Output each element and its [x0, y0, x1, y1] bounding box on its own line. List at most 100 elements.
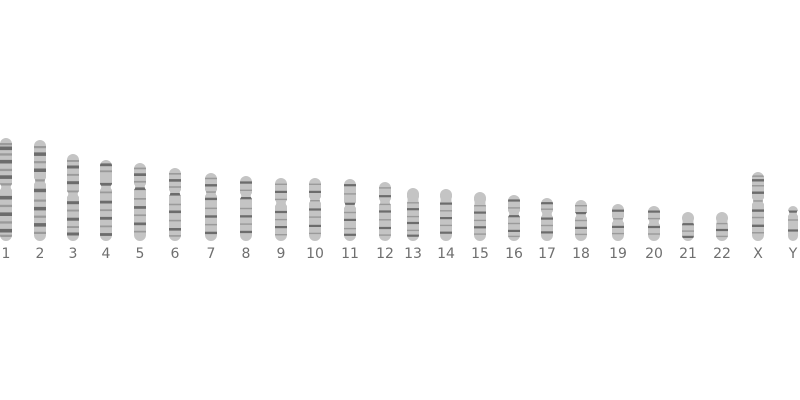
chromosome-label: 12 [376, 246, 394, 262]
chromosome-bands [648, 210, 660, 235]
chromosome-y [788, 206, 798, 241]
band [34, 179, 46, 182]
band [407, 229, 419, 232]
band [788, 229, 798, 232]
band [508, 235, 520, 238]
band [205, 207, 217, 210]
band [205, 177, 217, 180]
band [0, 146, 12, 151]
band [440, 231, 452, 234]
band [67, 209, 79, 212]
chromosome-bands [0, 143, 12, 237]
band [648, 210, 660, 213]
band [612, 209, 624, 212]
chromosome-body [344, 179, 356, 241]
chromosome-label: 8 [242, 246, 251, 262]
chromosome-label: 2 [36, 246, 45, 262]
chromosome-9 [275, 178, 287, 241]
band [344, 193, 356, 195]
band [440, 210, 452, 212]
chromosome-body [752, 172, 764, 241]
band [100, 209, 112, 212]
band [379, 226, 391, 230]
band [752, 179, 764, 182]
band [100, 200, 112, 204]
chromosome-bands [344, 184, 356, 236]
chromosome-bands [134, 167, 146, 233]
band [0, 168, 12, 172]
band [134, 173, 146, 176]
band [309, 232, 321, 235]
band [716, 235, 728, 238]
band [575, 219, 587, 222]
band [440, 217, 452, 220]
band [474, 233, 486, 235]
band [134, 206, 146, 209]
chromosome-14 [440, 189, 452, 241]
band [134, 198, 146, 200]
band [682, 223, 694, 226]
band [34, 215, 46, 218]
chromosome-label: 11 [341, 246, 359, 262]
chromosome-bands [205, 177, 217, 235]
band [275, 198, 287, 201]
band [344, 184, 356, 187]
chromosome-body [474, 192, 486, 241]
chromosome-bands [67, 160, 79, 236]
band [240, 197, 252, 200]
band [752, 232, 764, 234]
band [344, 233, 356, 236]
band [379, 234, 391, 236]
band [716, 228, 728, 232]
band [205, 231, 217, 235]
chromosome-bands [240, 181, 252, 234]
chromosome-body [440, 189, 452, 241]
band [344, 202, 356, 205]
band [134, 222, 146, 226]
chromosome-10 [309, 178, 321, 241]
band [0, 195, 12, 200]
chromosome-bands [379, 187, 391, 236]
chromosome-16 [508, 195, 520, 241]
chromosome-bands [34, 146, 46, 234]
band [379, 203, 391, 206]
band [508, 229, 520, 232]
chromosome-bands [100, 163, 112, 236]
band [275, 226, 287, 229]
band [67, 181, 79, 185]
band [407, 202, 419, 204]
band [788, 219, 798, 221]
band [407, 215, 419, 218]
band [34, 168, 46, 172]
band [541, 231, 553, 234]
band [0, 153, 12, 156]
band [169, 203, 181, 206]
band [275, 183, 287, 185]
band [205, 191, 217, 193]
chromosome-label: 20 [645, 246, 663, 262]
chromosome-body [788, 206, 798, 241]
chromosome-label: 18 [572, 246, 590, 262]
chromosome-label: 22 [713, 246, 731, 262]
band [752, 185, 764, 187]
chromosome-bands [275, 183, 287, 236]
band [474, 211, 486, 214]
chromosome-label: 13 [404, 246, 422, 262]
band [100, 191, 112, 194]
band [205, 215, 217, 218]
band [275, 234, 287, 236]
band [752, 209, 764, 212]
band [0, 143, 12, 146]
band [34, 223, 46, 227]
band [205, 223, 217, 226]
chromosome-label: 16 [505, 246, 523, 262]
chromosome-bands [682, 223, 694, 238]
chromosome-4 [100, 160, 112, 241]
band [240, 189, 252, 191]
chromosome-body [205, 173, 217, 241]
band [309, 208, 321, 211]
band [612, 232, 624, 235]
band [34, 199, 46, 202]
chromosome-body [275, 178, 287, 241]
chromosome-label: Y [788, 246, 798, 262]
